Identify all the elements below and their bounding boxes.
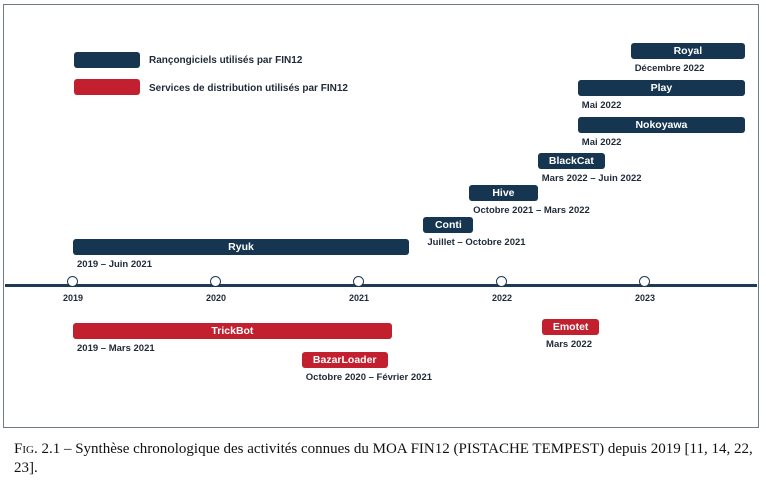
legend-label-distribution: Services de distribution utilisés par FI… xyxy=(149,83,348,94)
axis-year-label: 2020 xyxy=(205,293,227,303)
date-blackcat: Mars 2022 – Juin 2022 xyxy=(541,173,642,184)
legend-swatch-distribution xyxy=(74,79,140,95)
axis-tick-2023 xyxy=(639,276,650,287)
legend-swatch-ransomware xyxy=(74,52,140,68)
date-play: Mai 2022 xyxy=(581,100,622,111)
bar-emotet: Emotet xyxy=(542,319,600,335)
axis-tick-2020 xyxy=(210,276,221,287)
date-hive: Octobre 2021 – Mars 2022 xyxy=(473,205,590,216)
axis-tick-2022 xyxy=(496,276,507,287)
date-conti: Juillet – Octobre 2021 xyxy=(427,237,526,248)
axis-tick-2021 xyxy=(353,276,364,287)
figure-caption: Fig. 2.1 – Synthèse chronologique des ac… xyxy=(14,440,754,478)
legend-label-ransomware: Rançongiciels utilisés par FIN12 xyxy=(149,55,303,66)
caption-figure-number: Fig. 2.1 xyxy=(14,441,61,457)
date-trickbot: 2019 – Mars 2021 xyxy=(77,343,155,354)
caption-text: – Synthèse chronologique des activités c… xyxy=(14,441,753,476)
date-royal: Décembre 2022 xyxy=(634,63,705,74)
bar-royal: Royal xyxy=(630,43,746,59)
timeline-figure: Rançongiciels utilisés par FIN12 Service… xyxy=(3,4,759,428)
bar-hive: Hive xyxy=(469,185,538,201)
date-ryuk: 2019 – Juin 2021 xyxy=(77,259,152,270)
axis-year-label: 2022 xyxy=(491,293,513,303)
bar-trickbot: TrickBot xyxy=(73,323,392,339)
date-emotet: Mars 2022 xyxy=(546,339,592,350)
bar-conti: Conti xyxy=(423,217,474,233)
axis-year-label: 2019 xyxy=(62,293,84,303)
bar-ryuk: Ryuk xyxy=(73,239,410,255)
axis-year-label: 2021 xyxy=(348,293,370,303)
date-bazarloader: Octobre 2020 – Février 2021 xyxy=(305,372,433,383)
bar-blackcat: BlackCat xyxy=(537,153,605,169)
date-nokoyawa: Mai 2022 xyxy=(581,137,622,148)
bar-play: Play xyxy=(577,80,746,96)
axis-tick-2019 xyxy=(67,276,78,287)
axis-year-label: 2023 xyxy=(634,293,656,303)
timeline-axis xyxy=(5,284,757,287)
bar-bazarloader: BazarLoader xyxy=(301,352,388,368)
bar-nokoyawa: Nokoyawa xyxy=(577,117,746,133)
